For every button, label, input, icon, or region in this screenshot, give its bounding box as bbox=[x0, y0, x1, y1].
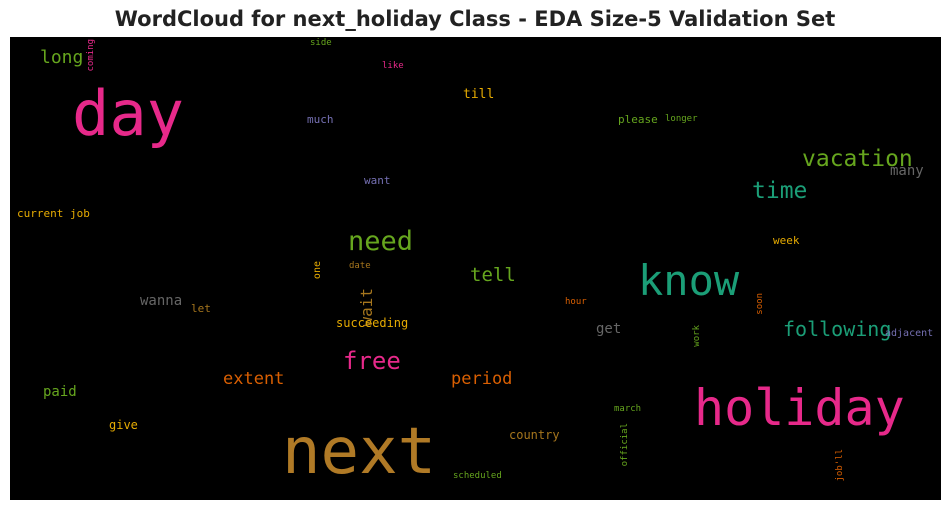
word-want: want bbox=[364, 174, 391, 187]
word-long: long bbox=[40, 47, 84, 68]
word-extent: extent bbox=[223, 369, 285, 389]
word-job-ll: job'll bbox=[835, 449, 845, 482]
word-one: one bbox=[312, 261, 323, 280]
word-side: side bbox=[310, 38, 332, 48]
word-get: get bbox=[596, 321, 622, 337]
word-date: date bbox=[349, 261, 371, 271]
word-next: next bbox=[282, 415, 437, 489]
word-country: country bbox=[509, 428, 560, 442]
word-need: need bbox=[348, 226, 414, 257]
word-scheduled: scheduled bbox=[453, 471, 502, 481]
word-hour: hour bbox=[565, 297, 587, 307]
chart-title: WordCloud for next_holiday Class - EDA S… bbox=[114, 7, 836, 31]
word-paid: paid bbox=[43, 384, 77, 400]
word-free: free bbox=[343, 347, 401, 375]
word-time: time bbox=[752, 178, 808, 204]
word-please: please bbox=[618, 113, 658, 126]
word-like: like bbox=[382, 61, 404, 71]
word-following: following bbox=[783, 317, 892, 341]
wordcloud-canvas: next holiday day know need vacation time free fo… bbox=[10, 37, 941, 500]
word-coming: coming bbox=[86, 39, 96, 72]
word-know: know bbox=[638, 256, 740, 305]
word-tell: tell bbox=[470, 264, 516, 286]
word-vacation: vacation bbox=[802, 146, 913, 172]
word-holiday: holiday bbox=[694, 379, 905, 437]
word-day: day bbox=[72, 77, 184, 150]
word-succeeding: succeeding bbox=[336, 316, 409, 330]
word-soon: soon bbox=[755, 293, 765, 315]
word-period: period bbox=[451, 369, 513, 389]
word-week: week bbox=[773, 234, 800, 247]
word-current-job: current job bbox=[17, 207, 90, 220]
word-adjacent: adjacent bbox=[885, 328, 934, 339]
word-march: march bbox=[614, 404, 642, 414]
word-let: let bbox=[191, 302, 211, 315]
word-till: till bbox=[463, 87, 495, 102]
word-many: many bbox=[890, 163, 924, 179]
word-give: give bbox=[109, 418, 138, 432]
word-much: much bbox=[307, 113, 334, 126]
word-longer: longer bbox=[665, 114, 698, 124]
word-wanna: wanna bbox=[140, 293, 183, 309]
word-work: work bbox=[692, 325, 702, 347]
word-official: official bbox=[620, 423, 630, 467]
